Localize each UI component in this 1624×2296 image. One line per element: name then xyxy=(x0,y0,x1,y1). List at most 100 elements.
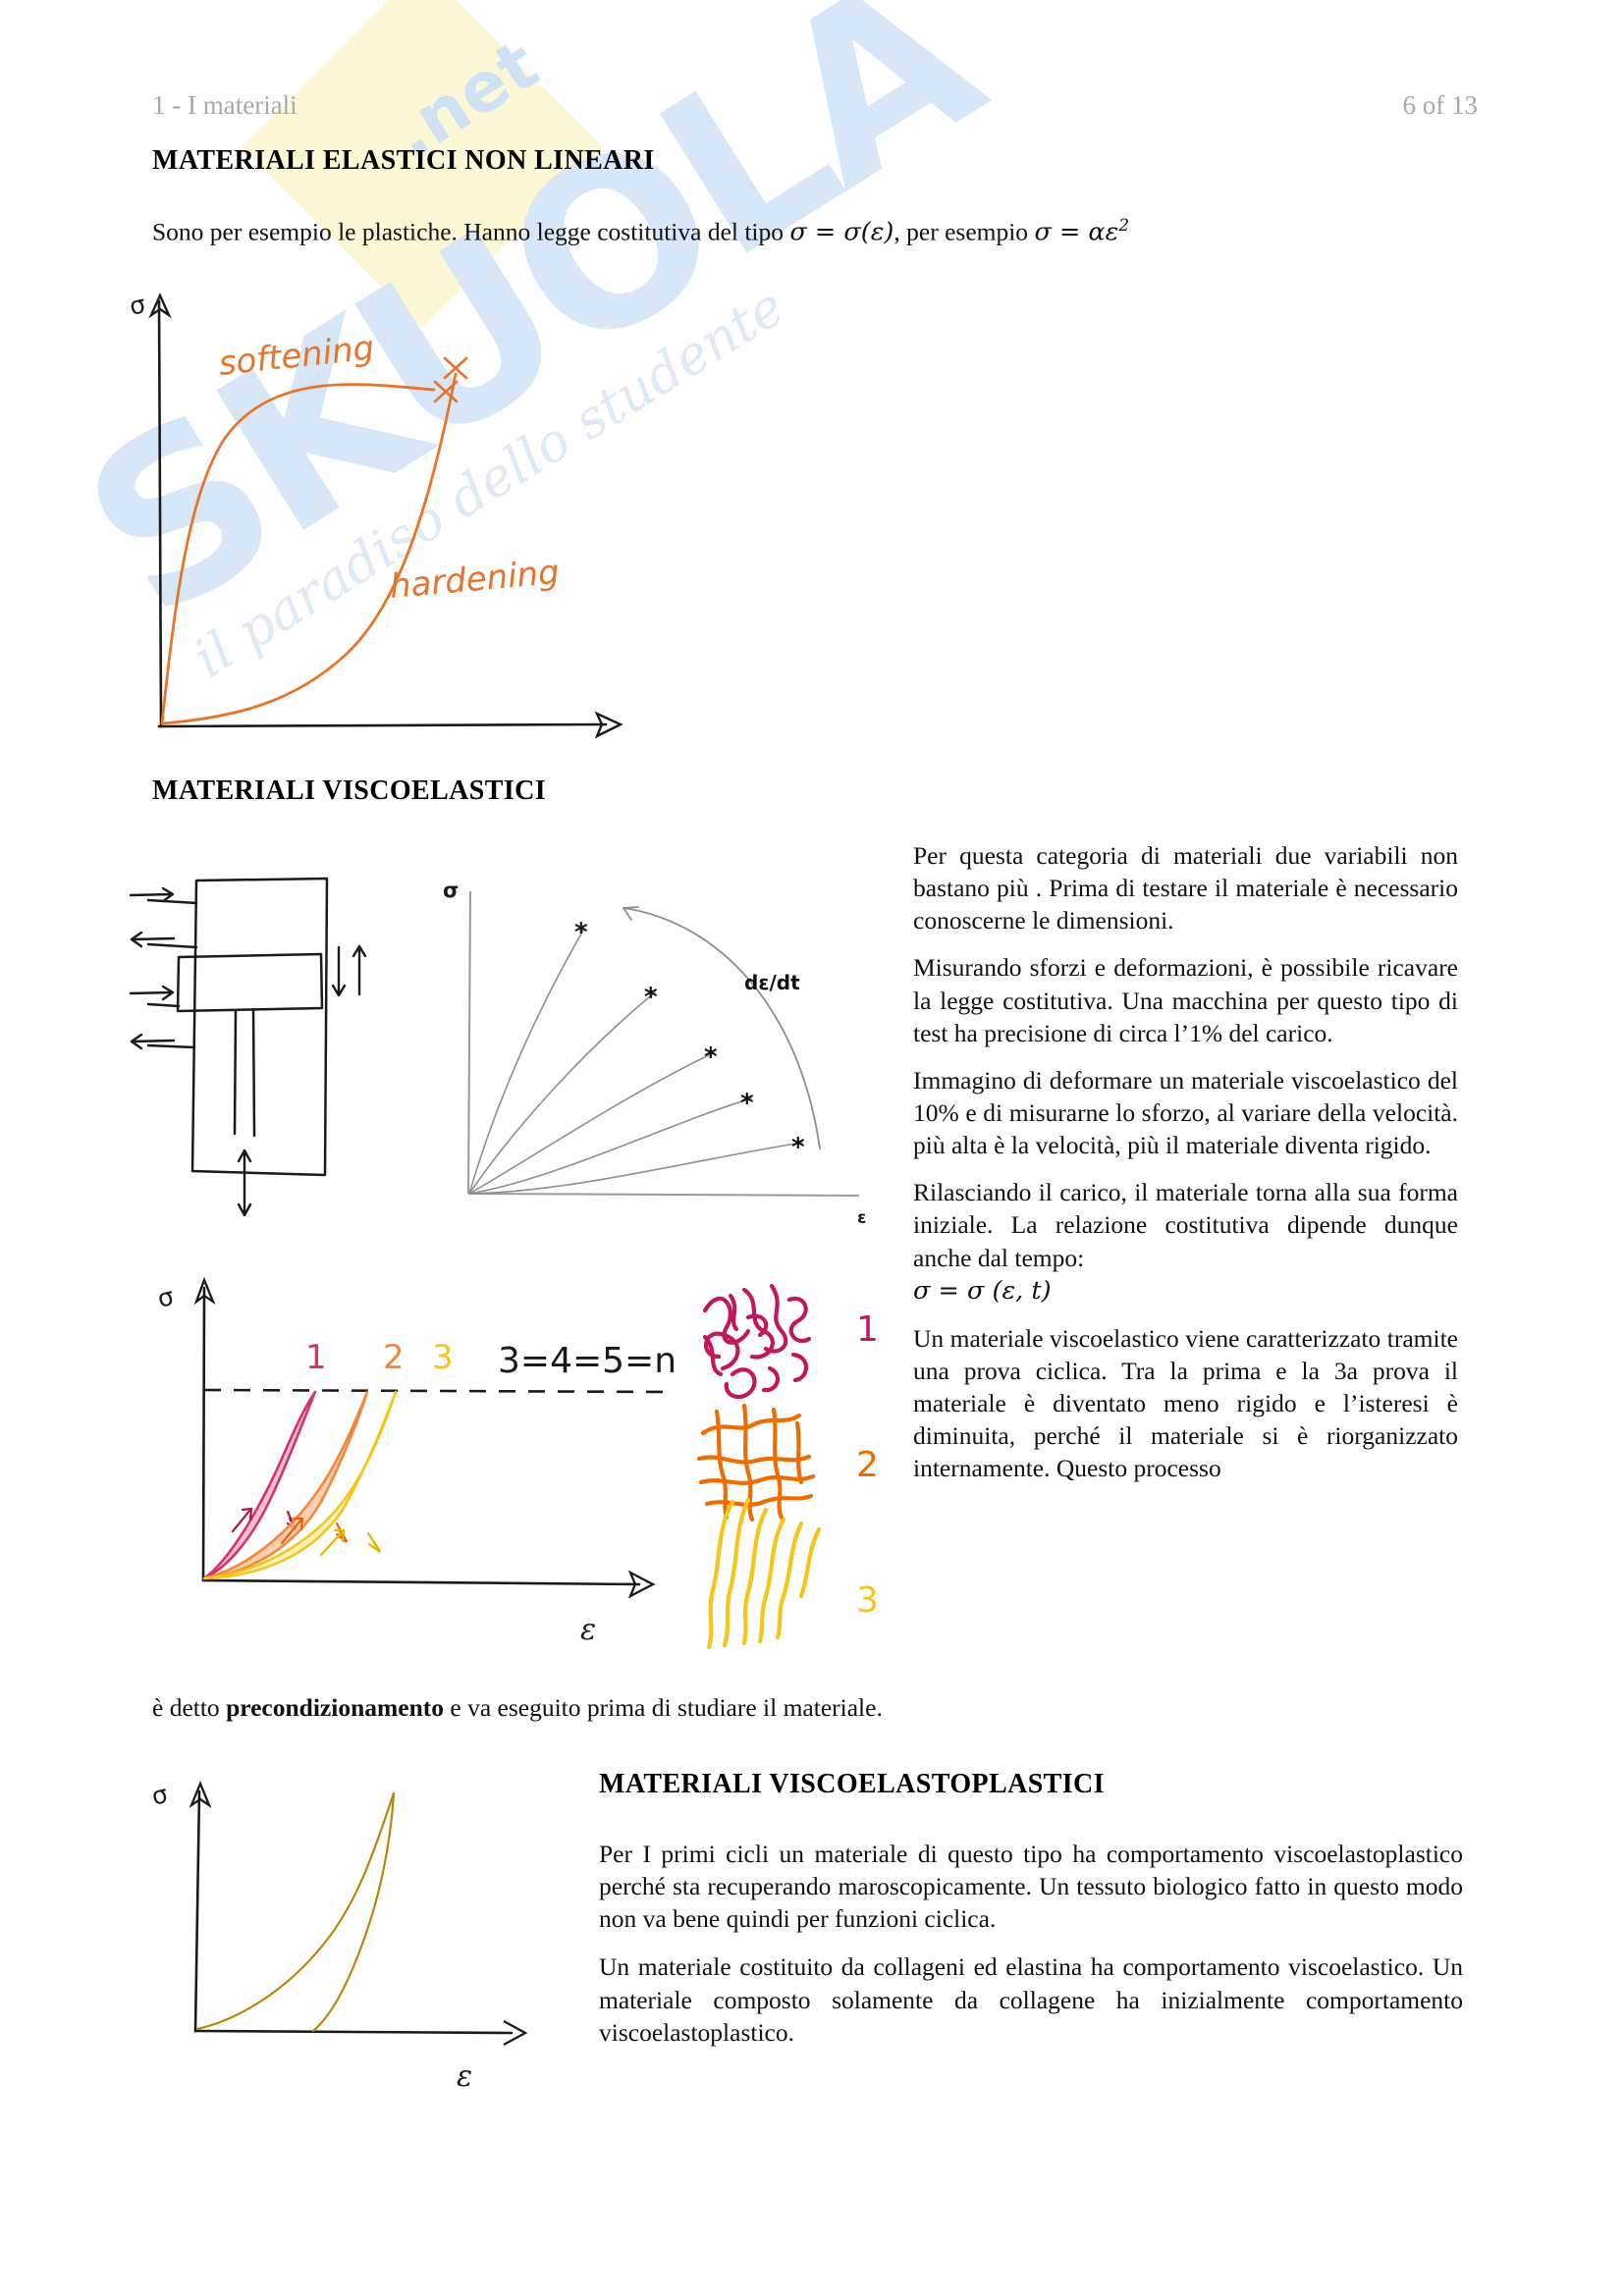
heading-materiali-viscoelastoplastici: MATERIALI VISCOELASTOPLASTICI xyxy=(599,1769,1105,1799)
paragraph-precondizionamento: è detto precondizionamento e va eseguito… xyxy=(152,1691,1360,1724)
fan-y-axis-label: σ xyxy=(443,879,459,902)
viscoelastic-text-column: Per questa categoria di materiali due va… xyxy=(913,839,1458,1500)
svg-text:*: * xyxy=(644,983,658,1012)
svg-text:*: * xyxy=(704,1042,718,1072)
svg-text:*: * xyxy=(740,1089,754,1118)
hyst-y-axis xyxy=(201,1286,206,1582)
hysteresis-loop-3 xyxy=(202,1390,398,1580)
fiber-label-3: 3 xyxy=(856,1580,879,1621)
arrow-right-1 xyxy=(129,886,175,903)
hysteresis-label-1: 1 xyxy=(305,1338,327,1377)
y-axis-arrowhead xyxy=(148,293,172,319)
heading-materiali-elastici-non-lineari: MATERIALI ELASTICI NON LINEARI xyxy=(152,145,655,176)
vep-x-axis-label: ε xyxy=(457,2059,472,2094)
header-chapter-title: 1 - I materiali xyxy=(152,90,298,120)
arrow-right-2 xyxy=(129,985,175,1001)
vep-y-axis xyxy=(193,1789,201,2033)
fan-x-axis-label: ε xyxy=(857,1208,866,1228)
machine-column xyxy=(233,1007,256,1138)
figure-testing-machine xyxy=(128,859,461,1242)
hyst-y-arrowhead xyxy=(193,1276,216,1306)
y-axis xyxy=(157,299,163,728)
vep-x-arrowhead xyxy=(503,2019,528,2047)
figure-fiber-microstructures: 1 2 3 xyxy=(687,1266,918,1679)
viscoelastoplastic-text-column: Per I primi cicli un materiale di questo… xyxy=(599,1838,1463,2064)
x-axis-label-epsilon: ε xyxy=(542,740,558,751)
fiber-sketch-1 xyxy=(702,1283,812,1400)
hysteresis-loop-2 xyxy=(202,1390,369,1580)
fiber-label-1: 1 xyxy=(856,1309,879,1350)
fan-endpoint-markers: * * * * * xyxy=(574,918,805,1162)
paragraph-viscoelastoplastic-2: Un materiale costituito da collageni ed … xyxy=(599,1952,1463,2047)
precond-post: e va eseguito prima di studiare il mater… xyxy=(444,1693,883,1722)
formula-exponent: 2 xyxy=(1118,215,1130,235)
fan-rate-label: dε/dt xyxy=(744,971,800,994)
fan-rate-arc xyxy=(623,907,821,1149)
fiber-label-2: 2 xyxy=(856,1445,879,1485)
arrow-left-2 xyxy=(130,1033,176,1050)
precond-keyword: precondizionamento xyxy=(226,1693,445,1722)
hyst-y-axis-label: σ xyxy=(154,1282,177,1313)
formula-sigma-of-epsilon: σ = σ(ε) xyxy=(789,217,894,247)
paragraph-nonlinear-intro: Sono per esempio le plastiche. Hanno leg… xyxy=(152,215,1360,249)
vep-y-arrowhead xyxy=(189,1780,212,1809)
paragraph-viscoelastic-2: Misurando sforzi e deformazioni, è possi… xyxy=(913,953,1458,1047)
hyst-peak-dashed-line xyxy=(203,1388,672,1394)
label-softening: softening xyxy=(217,329,376,384)
tick-2 xyxy=(146,942,198,949)
vep-x-axis xyxy=(193,2029,514,2035)
fan-curve-1 xyxy=(468,1142,803,1195)
tick-3 xyxy=(146,1002,181,1008)
fan-curve-5 xyxy=(468,928,585,1195)
arrow-up xyxy=(352,944,367,996)
label-hardening: hardening xyxy=(388,553,561,607)
figure-cyclic-hysteresis: σ ε 1 2 3 xyxy=(133,1266,682,1679)
fiber-sketch-2 xyxy=(696,1403,816,1522)
arrow-left-1 xyxy=(130,931,176,948)
fan-curve-2 xyxy=(468,1097,752,1195)
tick-4 xyxy=(146,1043,196,1049)
vep-loading-curve xyxy=(195,1791,396,2031)
curve-hardening xyxy=(160,372,458,725)
fan-rate-arrowhead xyxy=(623,906,639,921)
arrow-bidirectional-bottom xyxy=(237,1148,252,1217)
paragraph-viscoelastic-1: Per questa categoria di materiali due va… xyxy=(913,841,1458,935)
precond-pre: è detto xyxy=(152,1693,227,1722)
figure-viscoelastoplastic-loop: σ ε xyxy=(133,1762,574,2194)
hyst-x-arrowhead xyxy=(627,1570,656,1599)
machine-crosshead xyxy=(176,952,324,1013)
vep-unloading-curve xyxy=(311,1791,396,2033)
marker-x-hardening xyxy=(443,356,468,380)
svg-text:*: * xyxy=(791,1133,805,1162)
fiber-sketch-3 xyxy=(706,1497,822,1650)
arrow-down xyxy=(331,945,347,997)
svg-text:*: * xyxy=(574,918,588,947)
machine-frame xyxy=(190,877,329,1177)
fan-y-axis xyxy=(467,890,471,1195)
figure-strain-rate-fan: σ ε * * * * * dε/dt xyxy=(437,864,879,1237)
figure-nonlinear-stress-strain: σ ε softening hardening xyxy=(118,280,668,751)
tick-1 xyxy=(146,898,198,905)
fan-x-axis xyxy=(467,1193,860,1197)
paragraph-viscoelastic-4: Rilasciando il carico, il materiale torn… xyxy=(913,1176,1458,1308)
curve-softening xyxy=(160,383,436,725)
hysteresis-label-2: 2 xyxy=(383,1338,405,1377)
formula-sigma-alpha-eps: σ = αε xyxy=(1034,217,1119,247)
hysteresis-loop-3-arrows xyxy=(319,1528,382,1557)
paragraph-viscoelastic-5: Un materiale viscoelastico viene caratte… xyxy=(913,1323,1458,1483)
x-axis-arrowhead xyxy=(594,711,623,739)
fan-curve-4 xyxy=(468,991,656,1195)
fan-curve-3 xyxy=(468,1051,716,1195)
hyst-x-axis-label: ε xyxy=(580,1613,596,1647)
page-number: 6 of 13 xyxy=(1402,90,1479,120)
vep-y-axis-label: σ xyxy=(148,1780,171,1811)
formula-sigma-eps-t: σ = σ (ε, t) xyxy=(913,1275,1052,1306)
page-header: 1 - I materiali 6 of 13 xyxy=(152,90,1478,121)
hysteresis-label-3: 3 xyxy=(432,1338,454,1377)
paragraph-viscoelastic-4-text: Rilasciando il carico, il materiale torn… xyxy=(913,1178,1458,1272)
heading-materiali-viscoelastici: MATERIALI VISCOELASTICI xyxy=(152,775,547,806)
hysteresis-equivalence-label: 3=4=5=n xyxy=(498,1341,677,1381)
paragraph-viscoelastoplastic-1: Per I primi cicli un materiale di questo… xyxy=(599,1840,1463,1934)
y-axis-label-sigma: σ xyxy=(127,290,148,321)
